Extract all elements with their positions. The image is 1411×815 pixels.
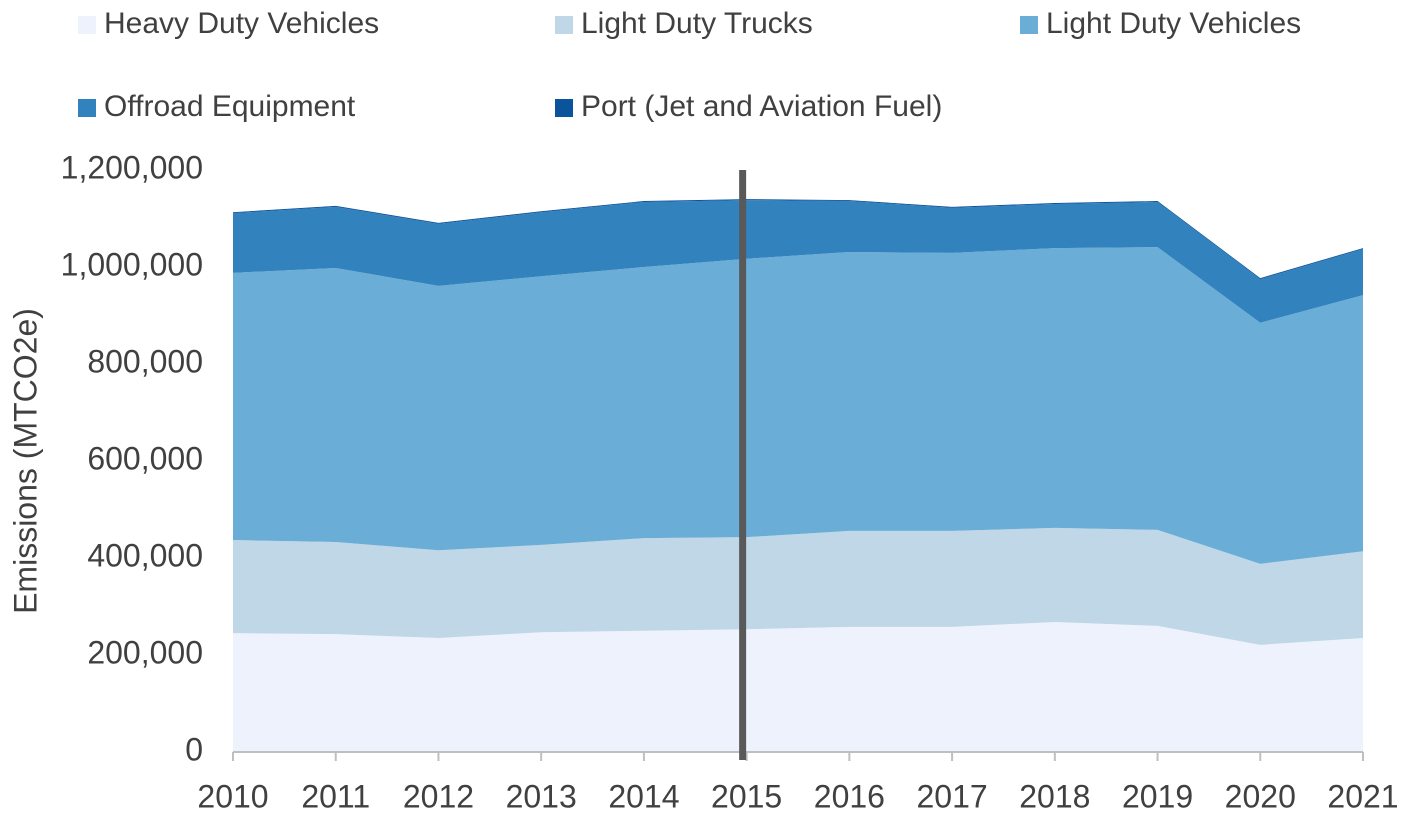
x-tick-label: 2017 <box>916 778 987 814</box>
x-tick-label: 2015 <box>711 778 782 814</box>
area <box>233 199 1363 280</box>
legend-swatch <box>78 16 96 34</box>
legend-swatch <box>1020 16 1038 34</box>
y-axis-label: Emissions (MTCO2e) <box>7 308 43 614</box>
x-tick-label: 2014 <box>608 778 679 814</box>
legend-swatch <box>78 99 96 117</box>
y-tick-label: 1,000,000 <box>61 246 203 282</box>
y-tick-label: 0 <box>185 731 203 767</box>
area <box>233 200 1363 323</box>
x-tick-label: 2019 <box>1122 778 1193 814</box>
legend-label: Heavy Duty Vehicles <box>104 7 379 40</box>
legend-label: Light Duty Trucks <box>581 7 813 40</box>
y-tick-label: 200,000 <box>87 634 203 670</box>
legend-label: Port (Jet and Aviation Fuel) <box>581 90 942 123</box>
legend-swatch <box>555 99 573 117</box>
x-tick-label: 2012 <box>403 778 474 814</box>
y-tick-label: 600,000 <box>87 440 203 476</box>
area <box>233 527 1363 645</box>
area <box>233 247 1363 564</box>
area <box>233 622 1363 752</box>
x-tick-label: 2021 <box>1327 778 1398 814</box>
x-tick-label: 2010 <box>197 778 268 814</box>
legend-swatch <box>555 16 573 34</box>
y-tick-label: 1,200,000 <box>61 149 203 185</box>
x-tick-label: 2013 <box>506 778 577 814</box>
x-tick-label: 2011 <box>301 778 370 814</box>
legend-label: Offroad Equipment <box>104 90 356 123</box>
x-tick-label: 2016 <box>814 778 885 814</box>
y-tick-label: 400,000 <box>87 537 203 573</box>
legend-label: Light Duty Vehicles <box>1046 7 1301 40</box>
y-tick-label: 800,000 <box>87 343 203 379</box>
x-tick-label: 2018 <box>1019 778 1090 814</box>
x-tick-label: 2020 <box>1225 778 1296 814</box>
